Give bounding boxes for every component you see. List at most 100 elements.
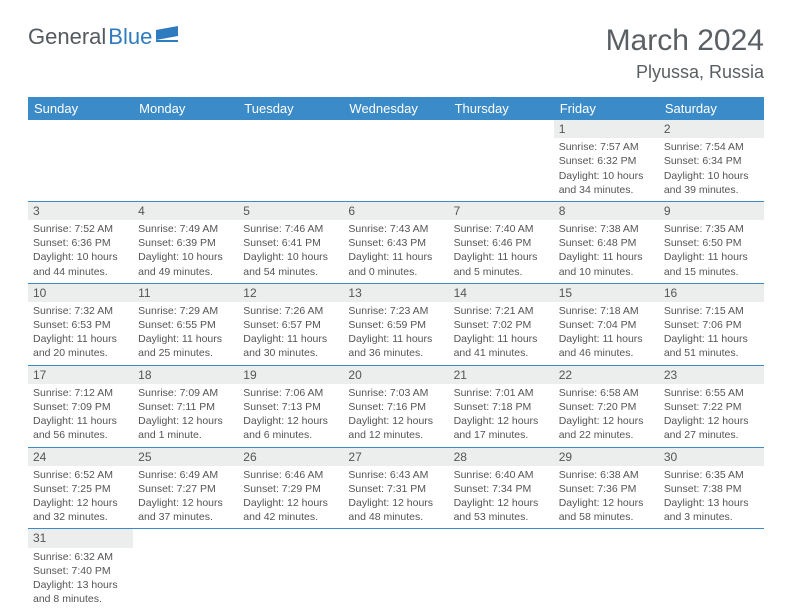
sunset-text: Sunset: 6:46 PM: [454, 236, 549, 250]
calendar-cell: 19Sunrise: 7:06 AMSunset: 7:13 PMDayligh…: [238, 365, 343, 447]
weekday-header: Saturday: [659, 97, 764, 120]
sunset-text: Sunset: 6:36 PM: [33, 236, 128, 250]
calendar-cell: [343, 529, 448, 610]
calendar-cell: 7Sunrise: 7:40 AMSunset: 6:46 PMDaylight…: [449, 201, 554, 283]
day-number: 28: [449, 448, 554, 466]
daylight-text: Daylight: 11 hours and 51 minutes.: [664, 332, 759, 360]
calendar-cell: 5Sunrise: 7:46 AMSunset: 6:41 PMDaylight…: [238, 201, 343, 283]
sunrise-text: Sunrise: 7:15 AM: [664, 304, 759, 318]
day-number: 6: [343, 202, 448, 220]
daylight-text: Daylight: 12 hours and 32 minutes.: [33, 496, 128, 524]
sunset-text: Sunset: 7:16 PM: [348, 400, 443, 414]
brand-logo: GeneralBlue: [28, 24, 182, 50]
sunrise-text: Sunrise: 6:43 AM: [348, 468, 443, 482]
sunset-text: Sunset: 6:59 PM: [348, 318, 443, 332]
calendar-cell: 13Sunrise: 7:23 AMSunset: 6:59 PMDayligh…: [343, 283, 448, 365]
calendar-cell: 27Sunrise: 6:43 AMSunset: 7:31 PMDayligh…: [343, 447, 448, 529]
sunrise-text: Sunrise: 6:40 AM: [454, 468, 549, 482]
calendar-cell: 2Sunrise: 7:54 AMSunset: 6:34 PMDaylight…: [659, 120, 764, 201]
calendar-cell: 15Sunrise: 7:18 AMSunset: 7:04 PMDayligh…: [554, 283, 659, 365]
brand-part2: Blue: [108, 24, 152, 50]
sunrise-text: Sunrise: 7:38 AM: [559, 222, 654, 236]
sunrise-text: Sunrise: 7:03 AM: [348, 386, 443, 400]
daylight-text: Daylight: 10 hours and 54 minutes.: [243, 250, 338, 278]
sunrise-text: Sunrise: 6:46 AM: [243, 468, 338, 482]
day-number: 18: [133, 366, 238, 384]
sunrise-text: Sunrise: 6:55 AM: [664, 386, 759, 400]
weekday-row: SundayMondayTuesdayWednesdayThursdayFrid…: [28, 97, 764, 120]
calendar-row: 3Sunrise: 7:52 AMSunset: 6:36 PMDaylight…: [28, 201, 764, 283]
daylight-text: Daylight: 12 hours and 1 minute.: [138, 414, 233, 442]
day-number: 12: [238, 284, 343, 302]
sunset-text: Sunset: 6:41 PM: [243, 236, 338, 250]
day-number: 11: [133, 284, 238, 302]
weekday-header: Friday: [554, 97, 659, 120]
sunrise-text: Sunrise: 6:38 AM: [559, 468, 654, 482]
calendar-cell: [28, 120, 133, 201]
weekday-header: Tuesday: [238, 97, 343, 120]
calendar-cell: [133, 529, 238, 610]
sunrise-text: Sunrise: 7:43 AM: [348, 222, 443, 236]
calendar-cell: 1Sunrise: 7:57 AMSunset: 6:32 PMDaylight…: [554, 120, 659, 201]
calendar-cell: 22Sunrise: 6:58 AMSunset: 7:20 PMDayligh…: [554, 365, 659, 447]
weekday-header: Monday: [133, 97, 238, 120]
day-number: 10: [28, 284, 133, 302]
calendar-cell: 20Sunrise: 7:03 AMSunset: 7:16 PMDayligh…: [343, 365, 448, 447]
weekday-header: Wednesday: [343, 97, 448, 120]
calendar-cell: [449, 120, 554, 201]
day-number: 27: [343, 448, 448, 466]
calendar-cell: 30Sunrise: 6:35 AMSunset: 7:38 PMDayligh…: [659, 447, 764, 529]
sunrise-text: Sunrise: 7:06 AM: [243, 386, 338, 400]
calendar-cell: 31Sunrise: 6:32 AMSunset: 7:40 PMDayligh…: [28, 529, 133, 610]
calendar-row: 31Sunrise: 6:32 AMSunset: 7:40 PMDayligh…: [28, 529, 764, 610]
daylight-text: Daylight: 12 hours and 6 minutes.: [243, 414, 338, 442]
calendar-cell: 28Sunrise: 6:40 AMSunset: 7:34 PMDayligh…: [449, 447, 554, 529]
sunrise-text: Sunrise: 7:40 AM: [454, 222, 549, 236]
day-number: 24: [28, 448, 133, 466]
calendar-cell: 3Sunrise: 7:52 AMSunset: 6:36 PMDaylight…: [28, 201, 133, 283]
calendar-cell: 8Sunrise: 7:38 AMSunset: 6:48 PMDaylight…: [554, 201, 659, 283]
sunrise-text: Sunrise: 6:49 AM: [138, 468, 233, 482]
sunrise-text: Sunrise: 7:57 AM: [559, 140, 654, 154]
day-number: 22: [554, 366, 659, 384]
daylight-text: Daylight: 11 hours and 56 minutes.: [33, 414, 128, 442]
daylight-text: Daylight: 12 hours and 22 minutes.: [559, 414, 654, 442]
daylight-text: Daylight: 12 hours and 42 minutes.: [243, 496, 338, 524]
day-number: 5: [238, 202, 343, 220]
day-number: 19: [238, 366, 343, 384]
sunset-text: Sunset: 7:22 PM: [664, 400, 759, 414]
month-title: March 2024: [606, 24, 764, 58]
sunrise-text: Sunrise: 7:54 AM: [664, 140, 759, 154]
sunrise-text: Sunrise: 7:29 AM: [138, 304, 233, 318]
calendar-cell: 4Sunrise: 7:49 AMSunset: 6:39 PMDaylight…: [133, 201, 238, 283]
day-number: 2: [659, 120, 764, 138]
calendar-cell: 29Sunrise: 6:38 AMSunset: 7:36 PMDayligh…: [554, 447, 659, 529]
sunset-text: Sunset: 7:09 PM: [33, 400, 128, 414]
day-number: 7: [449, 202, 554, 220]
day-number: 15: [554, 284, 659, 302]
calendar-row: 1Sunrise: 7:57 AMSunset: 6:32 PMDaylight…: [28, 120, 764, 201]
daylight-text: Daylight: 11 hours and 20 minutes.: [33, 332, 128, 360]
calendar-cell: 24Sunrise: 6:52 AMSunset: 7:25 PMDayligh…: [28, 447, 133, 529]
day-number: 31: [28, 529, 133, 547]
day-number: 17: [28, 366, 133, 384]
day-number: 14: [449, 284, 554, 302]
day-number: 29: [554, 448, 659, 466]
daylight-text: Daylight: 12 hours and 27 minutes.: [664, 414, 759, 442]
calendar-row: 17Sunrise: 7:12 AMSunset: 7:09 PMDayligh…: [28, 365, 764, 447]
sunset-text: Sunset: 6:34 PM: [664, 154, 759, 168]
daylight-text: Daylight: 10 hours and 44 minutes.: [33, 250, 128, 278]
calendar-cell: [449, 529, 554, 610]
daylight-text: Daylight: 10 hours and 49 minutes.: [138, 250, 233, 278]
sunrise-text: Sunrise: 7:21 AM: [454, 304, 549, 318]
sunset-text: Sunset: 6:32 PM: [559, 154, 654, 168]
day-number: 13: [343, 284, 448, 302]
sunset-text: Sunset: 6:39 PM: [138, 236, 233, 250]
calendar-cell: 23Sunrise: 6:55 AMSunset: 7:22 PMDayligh…: [659, 365, 764, 447]
calendar-cell: 25Sunrise: 6:49 AMSunset: 7:27 PMDayligh…: [133, 447, 238, 529]
calendar-cell: 12Sunrise: 7:26 AMSunset: 6:57 PMDayligh…: [238, 283, 343, 365]
sunrise-text: Sunrise: 6:52 AM: [33, 468, 128, 482]
calendar-table: SundayMondayTuesdayWednesdayThursdayFrid…: [28, 97, 764, 610]
daylight-text: Daylight: 13 hours and 3 minutes.: [664, 496, 759, 524]
calendar-cell: 17Sunrise: 7:12 AMSunset: 7:09 PMDayligh…: [28, 365, 133, 447]
